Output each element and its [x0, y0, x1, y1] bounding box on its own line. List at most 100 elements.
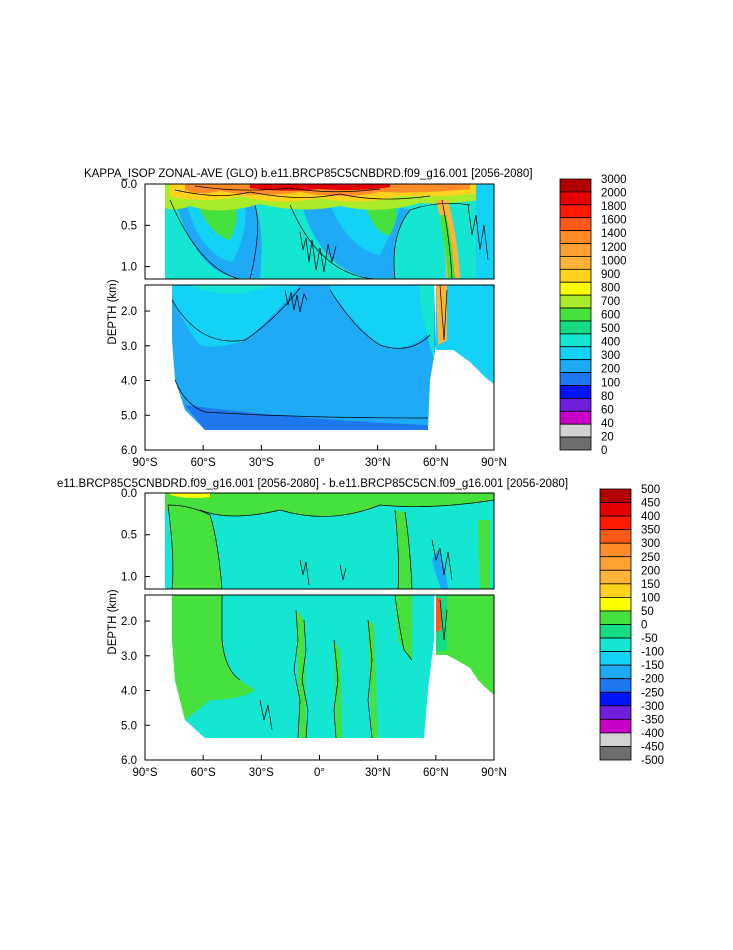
- chart-1-y-ticks: 0.0 0.5 1.0 2.0 3.0 4.0 5.0 6.0: [121, 179, 150, 457]
- chart-1-y-tick-label: 3.0: [121, 341, 137, 353]
- chart-1-colorbar-swatch: [559, 178, 592, 193]
- chart-1: KAPPA_ISOP ZONAL-AVE (GLO) b.e11.BRCP85C…: [84, 168, 627, 469]
- chart-1-colorbar-swatch: [559, 320, 592, 335]
- chart-2-colorbar-swatch: [599, 705, 632, 720]
- chart-1-x-tick-label: 30°N: [365, 457, 391, 469]
- chart-2-colorbar-swatch: [599, 529, 632, 544]
- chart-2-y-tick-label: 1.0: [121, 571, 137, 583]
- chart-2-upper-frame: [144, 492, 495, 590]
- chart-1-y-tick-label: 5.0: [121, 410, 137, 422]
- chart-2-x-tick-label: 0°: [314, 767, 325, 779]
- chart-2-y-tick-label: 4.0: [121, 686, 137, 698]
- chart-1-lower-contours: [171, 284, 448, 419]
- chart-2-lower-contours: [221, 594, 448, 739]
- chart-1-y-tick-label: 0.5: [121, 220, 137, 232]
- chart-2-colorbar-label: 100: [641, 592, 660, 604]
- chart-2-colorbar-label: 50: [641, 606, 654, 618]
- chart-2-colorbar-swatch: [599, 691, 632, 707]
- chart-1-colorbar-label: 900: [601, 269, 620, 281]
- chart-1-colorbar-swatch: [559, 359, 592, 373]
- chart-2-x-tick-label: 90°S: [132, 767, 157, 779]
- chart-1-x-tick-label: 60°N: [423, 457, 449, 469]
- chart-1-y-tick-label: 2.0: [121, 306, 137, 318]
- chart-2-upper-fill: [165, 493, 494, 590]
- chart-2-upper-contours: [167, 499, 495, 590]
- chart-1-colorbar-label: 1800: [601, 201, 627, 213]
- chart-2-colorbar-label: -450: [641, 741, 664, 753]
- chart-2-x-ticks: 90°S 60°S 30°S 0° 30°N 60°N 90°N: [132, 755, 507, 779]
- chart-2-colorbar-label: -100: [641, 647, 664, 659]
- chart-1-colorbar-label: 1000: [601, 255, 627, 267]
- chart-2-colorbar-label: -350: [641, 714, 664, 726]
- chart-2-colorbar-swatch: [599, 678, 632, 693]
- chart-2-x-tick-label: 60°S: [191, 767, 216, 779]
- chart-2-colorbar-swatch: [599, 569, 632, 585]
- chart-1-x-tick-label: 0°: [314, 457, 325, 469]
- chart-1-x-tick-label: 30°S: [249, 457, 274, 469]
- chart-1-ylabel: DEPTH (km): [107, 279, 119, 344]
- chart-1-colorbar-label: 300: [601, 350, 620, 362]
- chart-1-colorbar-swatch: [559, 243, 592, 257]
- chart-1-x-tick-label: 90°N: [481, 457, 507, 469]
- chart-1-y-tick-label: 0.0: [121, 179, 137, 191]
- chart-2-y-tick-label: 3.0: [121, 651, 137, 663]
- chart-2-colorbar: 500450400350300250200150100500-50-100-15…: [599, 484, 664, 767]
- chart-2-y-tick-label: 2.0: [121, 616, 137, 628]
- chart-2-colorbar-label: -200: [641, 674, 664, 686]
- chart-2-colorbar-swatch: [599, 542, 632, 558]
- chart-2-colorbar-label: -250: [641, 687, 664, 699]
- chart-2-x-tick-label: 30°S: [249, 767, 274, 779]
- chart-1-colorbar-label: 0: [601, 445, 607, 457]
- chart-2-colorbar-swatch: [599, 583, 632, 598]
- chart-1-colorbar-label: 600: [601, 310, 620, 322]
- chart-2: e11.BRCP85C5CNBDRD.f09_g16.001 [2056-208…: [57, 478, 664, 779]
- chart-2-colorbar-swatch: [599, 746, 632, 761]
- chart-1-colorbar-label: 200: [601, 364, 620, 376]
- chart-1-colorbar-label: 3000: [601, 174, 627, 186]
- chart-1-colorbar-label: 100: [601, 377, 620, 389]
- chart-2-colorbar-swatch: [599, 732, 632, 747]
- chart-1-colorbar-swatch: [559, 436, 592, 451]
- chart-2-colorbar-label: 200: [641, 565, 660, 577]
- chart-1-colorbar-swatch: [559, 333, 592, 348]
- chart-1-upper-contours: [169, 185, 489, 280]
- chart-1-colorbar-label: 800: [601, 282, 620, 294]
- chart-1-colorbar-swatch: [559, 385, 592, 399]
- chart-1-colorbar-swatch: [559, 191, 592, 206]
- chart-2-colorbar-swatch: [599, 664, 632, 680]
- chart-1-colorbar-label: 1400: [601, 228, 627, 240]
- chart-1-colorbar-swatch: [559, 256, 592, 270]
- chart-2-colorbar-label: 450: [641, 498, 660, 510]
- chart-1-colorbar-swatch: [559, 204, 592, 219]
- chart-1-y-tick-label: 1.0: [121, 262, 137, 274]
- chart-2-y-tick-label: 0.0: [121, 488, 137, 500]
- chart-1-colorbar-swatch: [559, 294, 592, 309]
- chart-1-y-tick-label: 6.0: [121, 445, 137, 457]
- chart-1-colorbar-label: 60: [601, 404, 614, 416]
- chart-2-colorbar-swatch: [599, 502, 632, 517]
- chart-2-colorbar-swatch: [599, 637, 632, 652]
- chart-2-colorbar-swatch: [599, 556, 632, 571]
- chart-1-colorbar-label: 1200: [601, 242, 627, 254]
- chart-1-colorbar-swatch: [559, 346, 592, 361]
- chart-2-ylabel: DEPTH (km): [107, 589, 119, 654]
- chart-2-colorbar-label: 350: [641, 525, 660, 537]
- chart-1-colorbar-label: 700: [601, 296, 620, 308]
- chart-2-colorbar-swatch: [599, 651, 632, 666]
- chart-1-colorbar-label: 500: [601, 323, 620, 335]
- chart-2-x-tick-label: 30°N: [365, 767, 391, 779]
- chart-2-x-tick-label: 60°N: [423, 767, 449, 779]
- chart-2-colorbar-swatch: [599, 624, 632, 639]
- chart-2-colorbar-label: -50: [641, 633, 658, 645]
- chart-2-colorbar-label: 400: [641, 511, 660, 523]
- chart-1-colorbar-swatch: [559, 281, 592, 296]
- chart-2-colorbar-label: -150: [641, 660, 664, 672]
- chart-2-colorbar-label: 300: [641, 538, 660, 550]
- chart-1-colorbar-label: 40: [601, 418, 614, 430]
- chart-1-colorbar-label: 2000: [601, 188, 627, 200]
- chart-1-colorbar-label: 20: [601, 431, 614, 443]
- chart-1-colorbar: 3000200018001600140012001000900800700600…: [559, 174, 627, 457]
- chart-1-x-tick-label: 90°S: [132, 457, 157, 469]
- chart-2-colorbar-swatch: [599, 597, 632, 612]
